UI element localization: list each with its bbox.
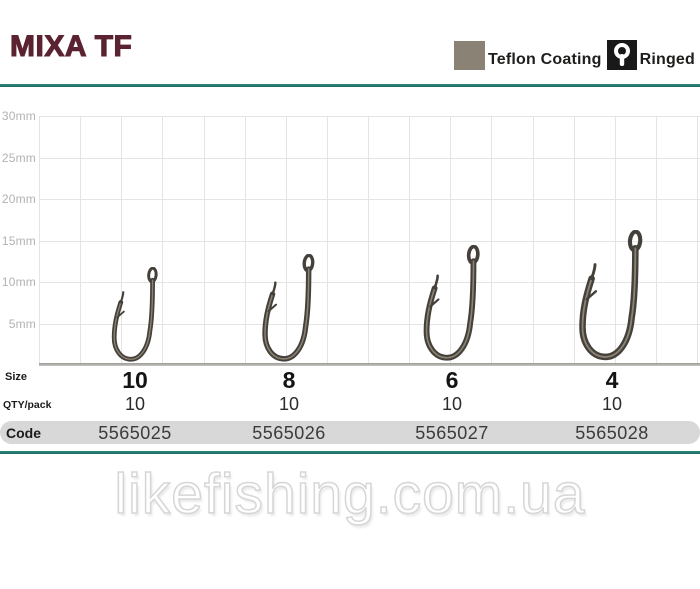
- qty-value: 10: [601, 394, 623, 414]
- gridline-vertical: [204, 116, 205, 365]
- y-axis-tick-label: 10mm: [1, 275, 36, 289]
- gridline-vertical: [409, 116, 410, 365]
- gridline-vertical: [162, 116, 163, 365]
- gridline-vertical: [39, 116, 40, 365]
- gridline-vertical: [368, 116, 369, 365]
- gridline-vertical: [450, 116, 451, 365]
- gridline-horizontal: [39, 282, 700, 283]
- code-value: 5565025: [98, 423, 172, 443]
- watermark-text: likefishing.com.ua: [114, 461, 586, 527]
- gridline-horizontal: [39, 157, 700, 159]
- qty-value: 10: [124, 394, 146, 414]
- size-value: 4: [605, 367, 619, 393]
- qty-row-label: QTY/pack: [3, 399, 52, 411]
- footer-divider: [0, 451, 700, 454]
- code-value: 5565028: [575, 423, 649, 443]
- gridline-vertical: [615, 116, 616, 365]
- gridline-horizontal: [39, 240, 700, 242]
- y-axis-tick-label: 5mm: [8, 316, 36, 331]
- size-value: 6: [445, 367, 459, 393]
- gridline-horizontal: [39, 116, 700, 117]
- gridline-horizontal: [39, 199, 700, 200]
- gridline-vertical: [574, 116, 575, 365]
- gridline-vertical: [533, 116, 534, 365]
- hook-image-size-4: [574, 230, 649, 364]
- grid-baseline: [39, 363, 700, 366]
- code-value: 5565027: [415, 423, 489, 443]
- teflon-coating-label: Teflon Coating: [487, 51, 602, 68]
- y-axis-tick-label: 30mm: [1, 109, 36, 123]
- code-value: 5565026: [252, 423, 326, 443]
- teflon-coating-swatch: [453, 41, 485, 70]
- gridline-vertical: [491, 116, 492, 365]
- gridline-horizontal: [39, 323, 700, 325]
- size-value: 10: [122, 367, 148, 393]
- gridline-vertical: [121, 116, 122, 365]
- gridline-vertical: [245, 116, 246, 365]
- qty-value: 10: [441, 394, 463, 414]
- y-axis-tick-label: 25mm: [1, 150, 36, 165]
- hook-image-size-6: [419, 245, 486, 364]
- ringed-label: Ringed: [639, 51, 695, 68]
- gridline-vertical: [80, 116, 81, 365]
- size-value: 8: [282, 367, 296, 393]
- gridline-vertical: [286, 116, 287, 365]
- y-axis-tick-label: 15mm: [1, 233, 36, 248]
- gridline-vertical: [656, 116, 657, 365]
- hook-image-size-8: [258, 254, 320, 364]
- ringed-hook-eye-icon: [606, 40, 637, 70]
- feature-legend: Teflon Coating Ringed: [453, 40, 700, 70]
- qty-value: 10: [278, 394, 300, 414]
- header-divider: [0, 84, 700, 87]
- hook-image-size-10: [108, 267, 163, 364]
- size-row-label: Size: [5, 371, 28, 383]
- gridline-vertical: [697, 116, 698, 365]
- y-axis-tick-label: 20mm: [1, 192, 36, 206]
- gridline-vertical: [327, 116, 328, 365]
- code-row-label: Code: [6, 425, 41, 441]
- code-row-strip: [0, 421, 700, 444]
- page-title: MIXA TF: [9, 29, 133, 63]
